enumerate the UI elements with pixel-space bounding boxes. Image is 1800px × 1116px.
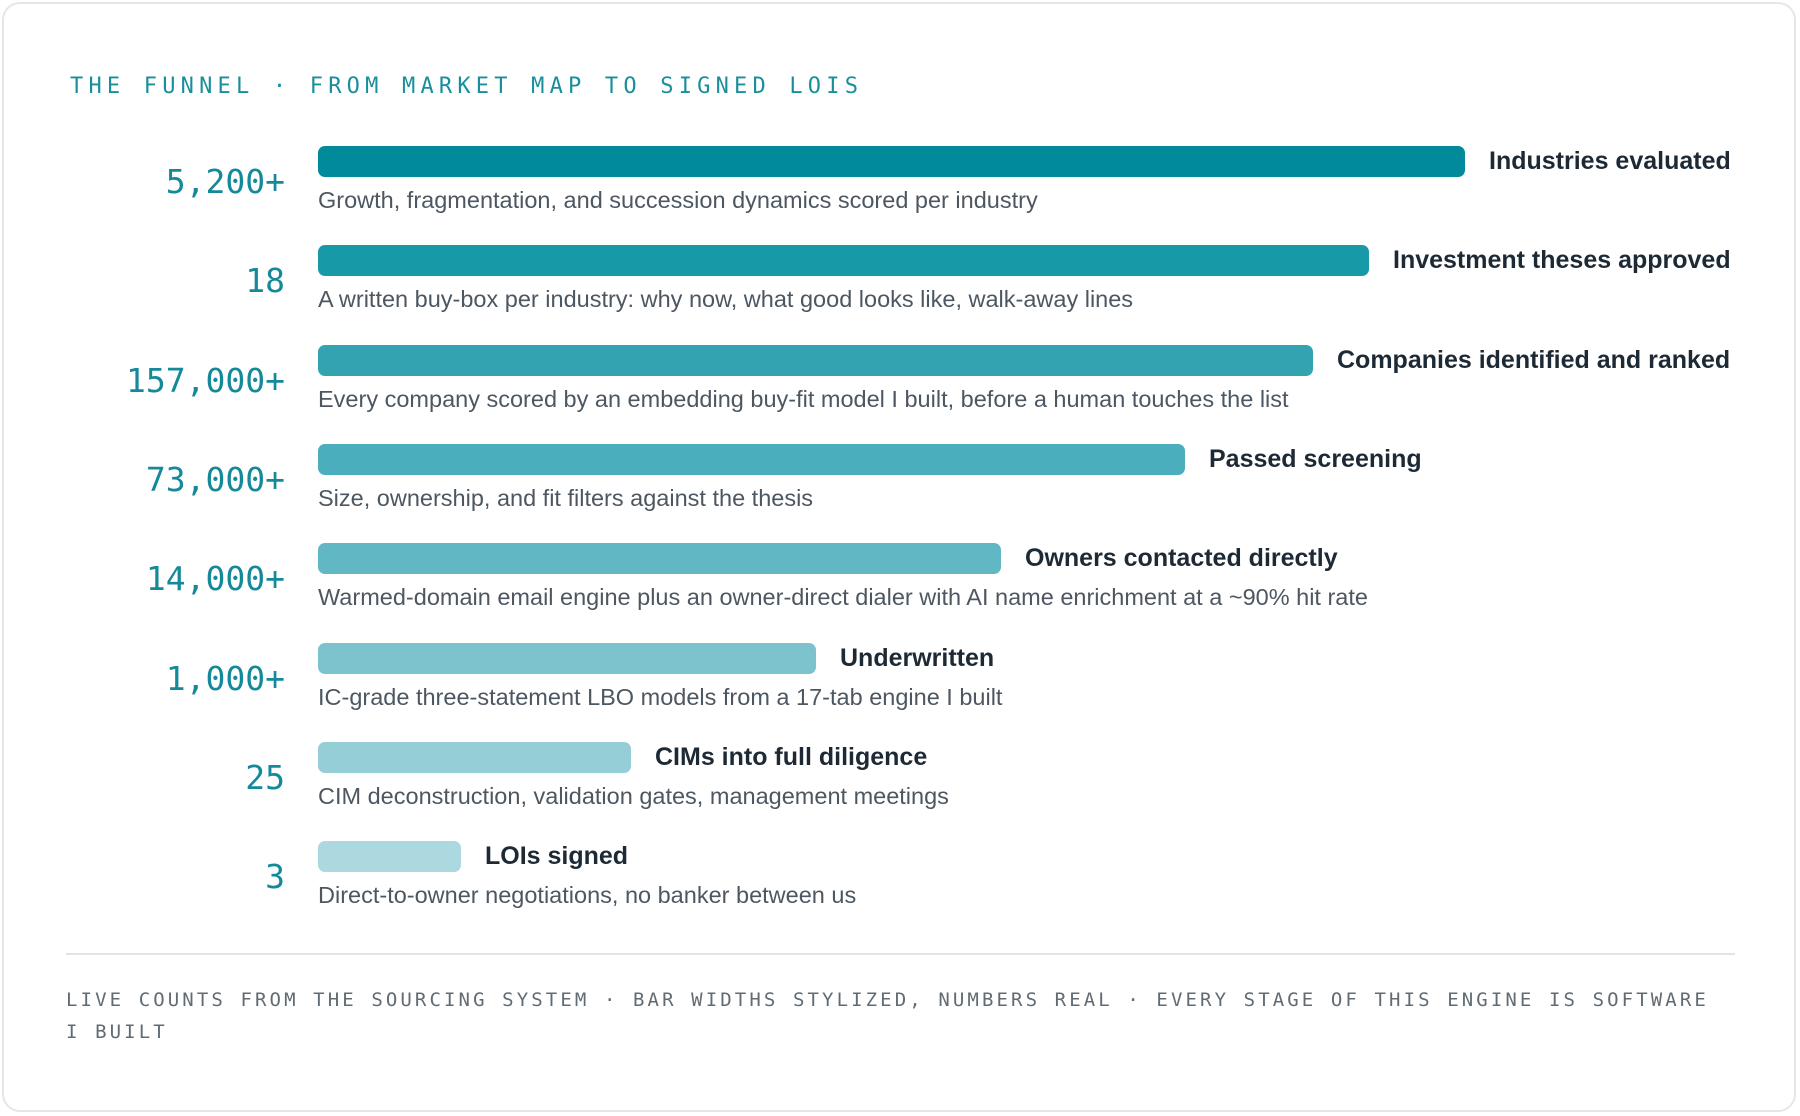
stage-value: 18: [245, 261, 285, 301]
funnel-stage: 3 LOIs signed Direct-to-owner negotiations…: [0, 841, 1800, 931]
stage-bar: [318, 344, 1313, 376]
divider: [66, 953, 1735, 955]
funnel-stage: 73,000+ Passed screening Size, ownership, …: [0, 443, 1800, 534]
funnel-stage: 157,000+ Companies identified and ranked E…: [0, 344, 1800, 435]
stage-label: Passed screening: [1209, 444, 1422, 473]
stage-label: Owners contacted directly: [1025, 544, 1338, 573]
footnote: LIVE COUNTS FROM THE SOURCING SYSTEM · B…: [66, 989, 1709, 1043]
funnel-stage: 18 Investment theses approved A written bu…: [0, 245, 1800, 335]
stage-bar: [318, 543, 1001, 575]
stage-value: 14,000+: [145, 559, 285, 599]
stage-value: 1,000+: [165, 658, 285, 698]
stage-description: Every company scored by an embedding buy…: [318, 385, 1289, 412]
funnel-stage: 14,000+ Owners contacted directly Warmed-d…: [0, 543, 1800, 633]
stage-label: Investment theses approved: [1393, 246, 1731, 275]
stage-description: Direct-to-owner negotiations, no banker …: [318, 882, 857, 909]
stage-bar: [318, 245, 1369, 277]
stage-description: A written buy-box per industry: why now,…: [318, 286, 1134, 313]
stage-bar: [318, 741, 631, 773]
stage-value: 3: [265, 857, 285, 897]
stage-bar: [318, 443, 1185, 475]
stage-label: LOIs signed: [485, 842, 629, 871]
stage-bar: [318, 841, 461, 873]
stage-label: Industries evaluated: [1489, 147, 1731, 175]
stage-description: CIM deconstruction, validation gates, ma…: [318, 782, 949, 809]
stage-description: Growth, fragmentation, and succession dy…: [318, 187, 1038, 213]
funnel-stage: 1,000+ Underwritten IC-grade three-stateme…: [0, 642, 1800, 733]
stage-description: Size, ownership, and fit filters against…: [318, 484, 814, 511]
stage-label: Underwritten: [840, 643, 995, 672]
funnel-stage: 25 CIMs into full diligence CIM deconstruc…: [0, 741, 1800, 832]
stage-bar: [318, 642, 816, 674]
funnel-stage: 5,200+ Industries evaluated Growth, fragme…: [0, 146, 1800, 236]
stage-bar: [318, 146, 1465, 177]
stage-value: 157,000+: [126, 360, 285, 400]
stage-value: 25: [245, 757, 285, 797]
stage-description: IC-grade three-statement LBO models from…: [318, 683, 1003, 710]
stage-label: Companies identified and ranked: [1337, 345, 1731, 374]
stage-value: 5,200+: [165, 162, 285, 201]
stage-description: Warmed-domain email engine plus an owner…: [318, 584, 1368, 611]
stage-label: CIMs into full diligence: [655, 742, 928, 771]
chart-title: THE FUNNEL · FROM MARKET MAP TO SIGNED L…: [70, 74, 864, 99]
stage-value: 73,000+: [145, 459, 285, 499]
